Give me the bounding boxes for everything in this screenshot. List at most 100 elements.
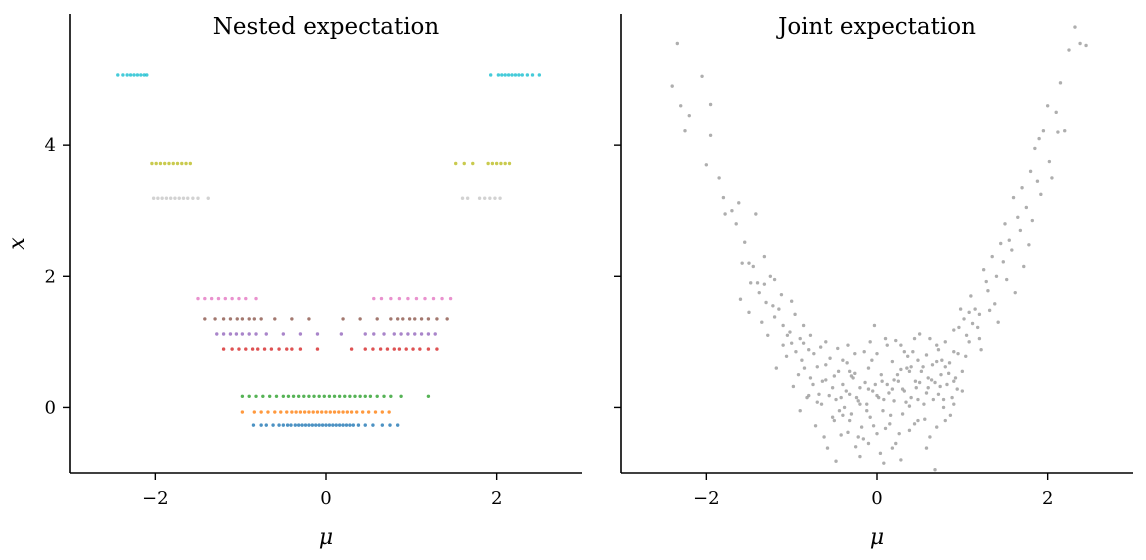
data-point <box>815 400 819 404</box>
data-point <box>958 307 963 311</box>
data-point <box>807 348 811 352</box>
data-point <box>772 277 777 282</box>
data-point <box>916 397 920 402</box>
series-4-points <box>215 332 437 336</box>
data-point <box>882 461 886 465</box>
data-point <box>348 394 352 398</box>
data-point <box>339 332 344 336</box>
data-point <box>853 351 857 356</box>
data-point <box>267 394 272 398</box>
data-point <box>209 296 214 301</box>
data-point <box>879 372 883 377</box>
data-point <box>372 332 376 336</box>
data-point <box>175 161 180 166</box>
data-point <box>363 332 367 336</box>
data-point <box>1050 176 1054 180</box>
data-point <box>397 296 402 301</box>
data-point <box>1033 146 1037 151</box>
data-point <box>947 361 952 365</box>
data-point <box>237 347 241 351</box>
data-point <box>952 402 956 406</box>
data-point <box>397 347 402 351</box>
nested-expectation-panel: −2 0 2 0 2 4 Nested expectation μ x <box>5 14 582 550</box>
data-point <box>1022 264 1026 269</box>
data-point <box>337 410 341 414</box>
data-point <box>824 363 828 367</box>
data-point <box>156 196 160 200</box>
data-point <box>1058 81 1063 85</box>
data-point <box>890 387 895 391</box>
data-point <box>440 296 444 301</box>
data-point <box>798 336 802 341</box>
data-point <box>286 394 291 398</box>
data-point <box>168 196 173 200</box>
data-point <box>290 347 294 351</box>
data-point <box>298 332 303 336</box>
data-point <box>281 332 286 336</box>
data-point <box>510 73 514 77</box>
data-point <box>885 343 889 347</box>
data-point <box>986 289 990 293</box>
data-point <box>866 441 871 446</box>
data-point <box>964 354 968 358</box>
data-point <box>841 382 845 387</box>
data-point <box>277 347 281 351</box>
data-point <box>389 296 393 301</box>
data-point <box>419 317 424 321</box>
data-point <box>281 423 286 427</box>
data-point <box>530 73 535 77</box>
data-point <box>849 412 854 416</box>
scatter-points <box>116 73 542 427</box>
data-point <box>941 397 946 402</box>
data-point <box>387 410 391 414</box>
data-point <box>854 395 859 400</box>
data-point <box>946 371 951 376</box>
data-point <box>800 358 804 362</box>
data-point <box>324 423 328 427</box>
data-point <box>948 413 953 417</box>
data-point <box>830 386 835 390</box>
data-point <box>426 394 431 398</box>
data-point <box>371 347 375 351</box>
data-point <box>936 392 941 397</box>
data-point <box>924 391 929 395</box>
data-point <box>818 345 823 349</box>
data-point <box>395 317 400 321</box>
data-point <box>513 73 518 77</box>
data-point <box>322 394 326 398</box>
data-point <box>380 423 385 427</box>
data-point <box>431 296 436 301</box>
data-point <box>488 73 493 77</box>
data-point <box>921 365 925 369</box>
data-point <box>868 340 872 344</box>
series-6-points <box>196 296 453 301</box>
data-point <box>791 384 796 389</box>
data-point <box>970 321 975 326</box>
data-point <box>781 323 785 328</box>
data-point <box>251 423 256 427</box>
data-point <box>293 423 297 427</box>
data-point <box>341 423 345 427</box>
data-point <box>819 402 824 406</box>
data-point <box>331 423 335 427</box>
data-point <box>950 395 954 400</box>
data-point <box>834 397 838 402</box>
data-point <box>872 323 877 328</box>
data-point <box>764 300 768 305</box>
data-point <box>262 347 267 351</box>
data-point <box>890 359 895 364</box>
data-point <box>240 332 245 336</box>
data-point <box>923 417 927 421</box>
data-point <box>418 347 422 351</box>
data-point <box>216 296 221 301</box>
data-point <box>385 347 390 351</box>
data-point <box>537 73 542 77</box>
data-point <box>717 176 721 180</box>
data-point <box>952 328 956 332</box>
data-point <box>737 201 741 205</box>
data-point <box>371 423 375 427</box>
data-point <box>520 73 524 77</box>
data-point <box>399 332 403 336</box>
data-point <box>250 347 255 351</box>
data-point <box>892 378 896 382</box>
